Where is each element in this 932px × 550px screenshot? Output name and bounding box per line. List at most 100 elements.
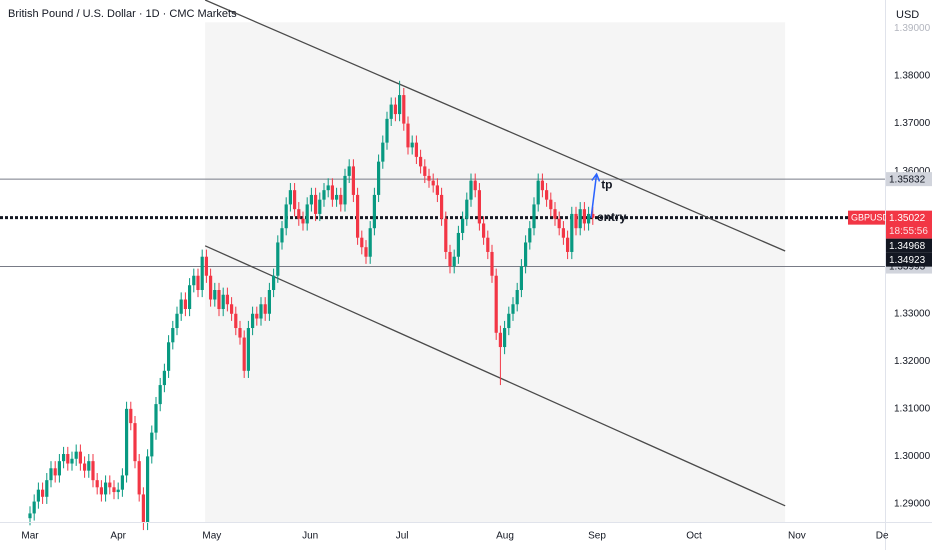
candle-body [276,242,280,276]
y-tick-label: 1.36000 [894,166,931,177]
chart-title: British Pound / U.S. Dollar · 1D · CMC M… [8,8,237,20]
x-tick-label: Jul [396,531,409,542]
x-tick-label: De [876,531,889,542]
candle-body [162,370,166,386]
annotation: tp [601,178,612,192]
candle-body [313,194,318,214]
candle-body [61,454,66,462]
candle-body [515,290,519,305]
candle-body [364,247,368,257]
y-tick-label: 1.38000 [894,71,931,82]
candle-body [376,161,381,195]
candle-body [427,175,431,181]
price-label-box [886,238,932,253]
candle-body [45,480,49,497]
x-tick-label: May [202,531,221,542]
candle-body [124,408,129,476]
candle-body [204,256,208,276]
price-label: 1.34968 [889,241,926,252]
candle-body [381,142,385,162]
candle-body [145,456,150,523]
arrow-line [590,173,598,218]
candle-body [570,213,574,252]
y-tick-label: 1.39000 [894,23,931,34]
candle-body [494,275,498,333]
candle-body [154,404,158,433]
candle-body [444,218,448,252]
candle-body [28,513,32,519]
y-tick-label: 1.37000 [894,118,931,129]
price-label: 1.33993 [889,262,926,273]
price-label-box [886,252,932,267]
candle-body [82,463,87,471]
candle-body [301,218,305,224]
candle-body [343,175,347,205]
candle-body [87,461,91,471]
x-tick-label: Mar [21,531,39,542]
candle-body [112,487,116,493]
candle-body [103,482,108,495]
plot-area [0,0,885,531]
candle-body [129,408,133,424]
price-label: 1.34923 [889,255,926,266]
candle-body [389,104,393,119]
y-tick-label: 1.29000 [894,499,931,510]
candle-body [431,180,435,186]
x-tick-label: Sep [588,531,606,542]
candle-body [553,209,557,219]
candle-body [418,156,423,167]
candle-body [456,232,460,257]
candle-body [540,180,544,191]
candle-body [402,95,406,124]
candle-body [591,213,595,218]
candle-body [423,166,427,176]
countdown-label: 18:55:56 [889,226,928,237]
candle-body [355,194,360,238]
candle-body [99,487,103,495]
candle-body [322,190,326,200]
y-tick-label: 1.32000 [894,356,931,367]
candle-body [360,237,364,248]
candle-body [229,304,234,314]
y-tick-label: 1.33000 [894,308,931,319]
candle-body [334,194,339,200]
candle-body [465,199,469,219]
current-price-label: 1.35022 [889,213,926,224]
x-tick-label: Aug [496,531,514,542]
candle-body [40,489,45,497]
candle-body [242,337,246,371]
candle-body [486,237,490,252]
candle-body [200,256,204,290]
candle-body [250,313,255,329]
candle-body [574,213,578,229]
candle-body [95,480,99,488]
candle-body [544,190,549,200]
candle-body [502,328,507,348]
x-tick-label: Apr [110,531,126,542]
candle-body [385,118,389,143]
price-label: 1.35832 [889,174,926,185]
candle-body [330,185,334,200]
y-tick-label: 1.31000 [894,403,931,414]
y-tick-label: 1.30000 [894,451,931,462]
candle-body [347,166,351,176]
candle-body [284,204,288,229]
candle-body [246,328,250,371]
candle-body [225,294,229,305]
candle-body [120,475,124,490]
candle-body [498,332,502,348]
candle-body [217,290,221,310]
candle-body [208,275,213,300]
candle-body [578,209,582,229]
x-tick-label: Jun [302,531,318,542]
candle-body [175,313,179,329]
candle-body [318,199,322,214]
candle-body [221,294,225,310]
candle-body [66,454,70,464]
candle-body [192,275,196,286]
candle-body [32,501,36,514]
channel-line [204,0,786,252]
candle-body [70,458,74,464]
candle-body [469,180,473,200]
